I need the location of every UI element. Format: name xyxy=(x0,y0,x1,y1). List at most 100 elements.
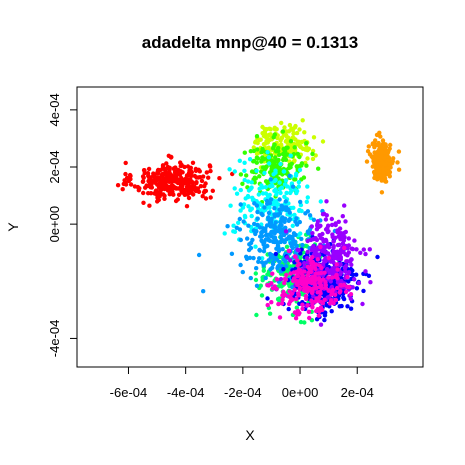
data-point-cluster-1 xyxy=(141,200,146,205)
data-point-cluster-9 xyxy=(309,224,314,229)
data-point-cluster-10 xyxy=(272,284,277,289)
data-point-cluster-9 xyxy=(358,250,363,255)
data-point-cluster-9 xyxy=(309,247,314,253)
data-point-cluster-10 xyxy=(305,273,310,278)
data-point-cluster-10 xyxy=(342,245,347,251)
data-point-cluster-1 xyxy=(182,192,187,197)
data-point-cluster-10 xyxy=(323,280,328,285)
data-point-cluster-10 xyxy=(293,316,299,321)
data-point-cluster-3 xyxy=(291,131,297,136)
data-point-cluster-6 xyxy=(246,179,251,184)
data-point-cluster-1 xyxy=(203,181,208,186)
data-point-cluster-6 xyxy=(263,185,268,190)
data-point-cluster-3 xyxy=(287,122,293,128)
data-point-cluster-7 xyxy=(311,217,317,222)
data-point-cluster-7 xyxy=(273,220,278,225)
data-point-cluster-10 xyxy=(310,304,315,309)
data-point-cluster-3 xyxy=(303,147,308,152)
data-point-cluster-2 xyxy=(372,145,377,150)
data-point-cluster-6 xyxy=(228,203,233,208)
data-point-cluster-3 xyxy=(311,135,317,140)
data-point-cluster-3 xyxy=(286,129,292,134)
data-point-cluster-7 xyxy=(298,199,303,205)
data-point-cluster-3 xyxy=(300,118,305,123)
data-point-cluster-6 xyxy=(249,213,254,219)
data-point-cluster-6 xyxy=(291,205,296,210)
data-point-cluster-9 xyxy=(360,301,365,307)
data-point-cluster-6 xyxy=(278,161,283,167)
data-point-cluster-4 xyxy=(242,150,247,155)
data-point-cluster-9 xyxy=(341,238,347,243)
data-point-cluster-7 xyxy=(264,223,270,228)
data-point-cluster-7 xyxy=(280,215,285,220)
data-point-cluster-7 xyxy=(196,252,202,258)
data-point-cluster-10 xyxy=(300,302,305,307)
data-point-cluster-1 xyxy=(200,194,205,199)
data-point-cluster-10 xyxy=(309,298,314,303)
data-point-cluster-7 xyxy=(240,269,245,275)
data-point-cluster-1 xyxy=(115,183,121,188)
data-point-cluster-10 xyxy=(309,280,315,286)
data-point-cluster-3 xyxy=(287,148,292,153)
data-point-cluster-7 xyxy=(251,255,256,261)
data-point-cluster-9 xyxy=(333,222,338,228)
y-tick-label: 0e+00 xyxy=(47,206,62,243)
data-point-cluster-8 xyxy=(375,254,380,260)
data-point-cluster-7 xyxy=(229,251,235,256)
data-point-cluster-4 xyxy=(248,149,253,154)
data-point-cluster-10 xyxy=(289,291,295,296)
data-point-cluster-10 xyxy=(343,289,349,295)
data-point-cluster-6 xyxy=(247,157,253,162)
data-point-cluster-10 xyxy=(314,296,319,301)
data-point-cluster-9 xyxy=(302,264,307,269)
data-point-cluster-1 xyxy=(156,175,162,180)
data-point-cluster-10 xyxy=(294,296,299,302)
x-axis: -6e-04 -4e-04 -2e-04 0e+00 2e-04 xyxy=(110,366,374,400)
data-point-cluster-9 xyxy=(343,269,348,274)
data-point-cluster-7 xyxy=(254,266,259,271)
x-tick-label: 0e+00 xyxy=(282,385,319,400)
data-point-cluster-9 xyxy=(336,255,342,260)
data-point-cluster-10 xyxy=(276,301,281,307)
data-point-cluster-9 xyxy=(367,247,372,252)
data-point-cluster-10 xyxy=(315,257,320,262)
data-point-cluster-2 xyxy=(386,171,391,176)
data-point-cluster-9 xyxy=(354,247,359,252)
data-point-cluster-7 xyxy=(277,259,282,264)
data-point-cluster-10 xyxy=(330,275,335,280)
data-point-cluster-10 xyxy=(281,294,286,299)
data-point-cluster-9 xyxy=(333,235,338,240)
data-point-cluster-8 xyxy=(322,317,327,323)
data-point-cluster-1 xyxy=(206,175,211,180)
data-point-cluster-4 xyxy=(238,172,244,177)
data-point-cluster-10 xyxy=(318,244,323,250)
data-point-cluster-1 xyxy=(150,178,155,183)
data-point-cluster-6 xyxy=(241,202,247,207)
data-point-cluster-8 xyxy=(366,273,372,278)
data-point-cluster-1 xyxy=(196,167,201,172)
data-point-cluster-7 xyxy=(283,225,288,230)
data-point-cluster-10 xyxy=(297,262,302,267)
data-point-cluster-7 xyxy=(248,275,253,281)
data-point-cluster-9 xyxy=(304,255,310,261)
data-point-cluster-8 xyxy=(329,309,334,314)
data-point-cluster-6 xyxy=(290,223,295,228)
data-point-cluster-7 xyxy=(281,232,287,238)
data-point-cluster-7 xyxy=(284,207,289,213)
data-point-cluster-6 xyxy=(238,208,243,213)
data-point-cluster-1 xyxy=(128,182,134,187)
data-point-cluster-7 xyxy=(201,289,206,294)
data-point-cluster-10 xyxy=(280,297,285,302)
data-point-cluster-10 xyxy=(317,263,322,268)
data-point-cluster-6 xyxy=(296,180,302,185)
data-point-cluster-10 xyxy=(310,259,315,265)
data-point-cluster-9 xyxy=(339,278,344,284)
data-point-cluster-1 xyxy=(186,170,192,175)
data-point-cluster-10 xyxy=(300,306,305,311)
data-point-cluster-10 xyxy=(295,258,300,263)
data-point-cluster-4 xyxy=(316,166,321,171)
data-point-cluster-4 xyxy=(254,134,260,139)
data-point-cluster-9 xyxy=(331,245,336,250)
data-point-cluster-4 xyxy=(240,181,245,186)
data-point-cluster-6 xyxy=(245,193,251,199)
